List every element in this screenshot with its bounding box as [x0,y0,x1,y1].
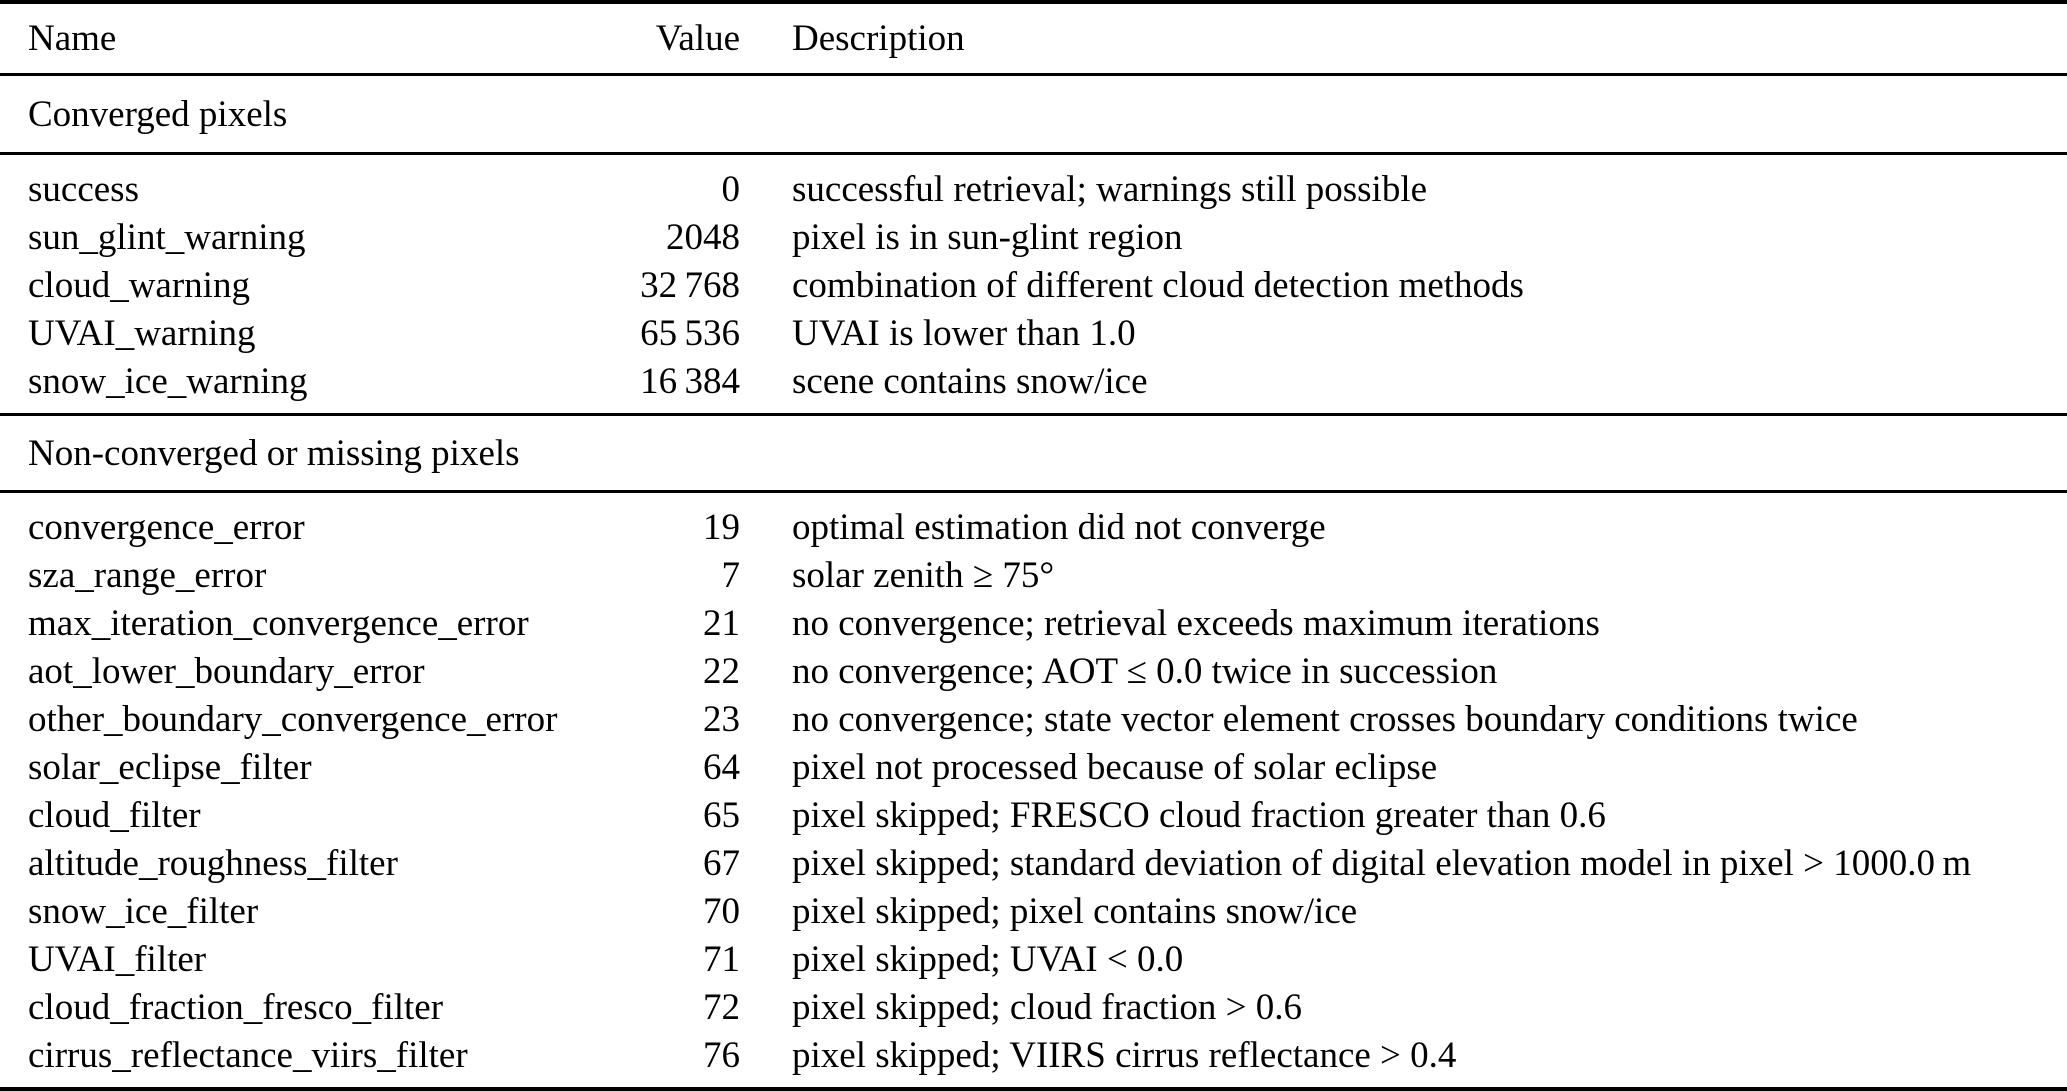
table-row: sza_range_error 7 solar zenith ≥ 75° [0,551,2067,599]
flag-description: combination of different cloud detection… [792,264,1524,306]
flag-name: success [28,168,139,210]
table-row: cirrus_reflectance_viirs_filter 76 pixel… [0,1031,2067,1079]
table-row: cloud_filter 65 pixel skipped; FRESCO cl… [0,791,2067,839]
table-row: snow_ice_warning 16 384 scene contains s… [0,357,2067,405]
table-row: success 0 successful retrieval; warnings… [0,165,2067,213]
column-header-description: Description [792,18,965,59]
table-top-rule [0,0,2067,4]
table-row: aot_lower_boundary_error 22 no convergen… [0,647,2067,695]
flag-description: no convergence; state vector element cro… [792,698,1858,740]
column-header-name: Name [28,18,117,59]
flag-name: cloud_warning [28,264,250,306]
flag-name: cirrus_reflectance_viirs_filter [28,1034,468,1076]
flag-name: other_boundary_convergence_error [28,698,558,740]
table-row: UVAI_filter 71 pixel skipped; UVAI < 0.0 [0,935,2067,983]
flag-name: snow_ice_filter [28,890,259,932]
table-row: cloud_fraction_fresco_filter 72 pixel sk… [0,983,2067,1031]
flag-description: no convergence; retrieval exceeds maximu… [792,602,1600,644]
flag-value: 65 [703,794,740,836]
table-header-row: Name Value Description [0,4,2067,73]
flag-value: 71 [703,938,740,980]
flag-value: 65 536 [640,312,740,354]
flag-description: solar zenith ≥ 75° [792,554,1055,596]
flag-description: pixel skipped; cloud fraction > 0.6 [792,986,1302,1028]
flag-description: pixel is in sun-glint region [792,216,1183,258]
flag-value: 64 [703,746,740,788]
flag-value: 7 [721,554,741,596]
flag-value: 72 [703,986,740,1028]
table-row: other_boundary_convergence_error 23 no c… [0,695,2067,743]
flag-value: 70 [703,890,740,932]
table-row: altitude_roughness_filter 67 pixel skipp… [0,839,2067,887]
table-bottom-rule [0,1087,2067,1091]
flag-name: max_iteration_convergence_error [28,602,529,644]
section-rule [0,413,2067,416]
table-row: solar_eclipse_filter 64 pixel not proces… [0,743,2067,791]
flag-description: pixel skipped; VIIRS cirrus reflectance … [792,1034,1457,1076]
flag-description: pixel skipped; FRESCO cloud fraction gre… [792,794,1606,836]
section-title: Non-converged or missing pixels [28,432,520,474]
flag-name: altitude_roughness_filter [28,842,398,884]
flag-name: solar_eclipse_filter [28,746,312,788]
flag-description: no convergence; AOT ≤ 0.0 twice in succe… [792,650,1498,692]
section-rule [0,490,2067,493]
column-header-value: Value [655,18,740,59]
flag-name: cloud_filter [28,794,201,836]
flag-description: pixel skipped; standard deviation of dig… [792,842,1972,884]
table-row: convergence_error 19 optimal estimation … [0,503,2067,551]
table-row: snow_ice_filter 70 pixel skipped; pixel … [0,887,2067,935]
converged-rows-group: success 0 successful retrieval; warnings… [0,155,2067,413]
flag-description: successful retrieval; warnings still pos… [792,168,1428,210]
nonconverged-rows-group: convergence_error 19 optimal estimation … [0,493,2067,1087]
flag-description: pixel not processed because of solar ecl… [792,746,1438,788]
section-row-converged: Converged pixels [0,76,2067,152]
flag-name: cloud_fraction_fresco_filter [28,986,444,1028]
section-rule [0,152,2067,155]
flag-value: 22 [703,650,740,692]
flag-value: 21 [703,602,740,644]
flag-value: 19 [703,506,740,548]
flag-description: UVAI is lower than 1.0 [792,312,1136,354]
flag-name: sun_glint_warning [28,216,306,258]
table-row: sun_glint_warning 2048 pixel is in sun-g… [0,213,2067,261]
flag-value: 67 [703,842,740,884]
flag-description: pixel skipped; UVAI < 0.0 [792,938,1184,980]
section-title: Converged pixels [28,93,288,135]
flag-description: pixel skipped; pixel contains snow/ice [792,890,1358,932]
flag-name: snow_ice_warning [28,360,308,402]
flag-value: 16 384 [640,360,740,402]
flag-value: 23 [703,698,740,740]
section-row-nonconverged: Non-converged or missing pixels [0,416,2067,490]
table-row: cloud_warning 32 768 combination of diff… [0,261,2067,309]
flag-name: UVAI_filter [28,938,207,980]
flag-name: UVAI_warning [28,312,256,354]
flag-description: scene contains snow/ice [792,360,1148,402]
flag-value: 2048 [666,216,740,258]
flag-name: aot_lower_boundary_error [28,650,425,692]
flag-name: convergence_error [28,506,305,548]
flag-value: 76 [703,1034,740,1076]
flag-description: optimal estimation did not converge [792,506,1326,548]
table-row: max_iteration_convergence_error 21 no co… [0,599,2067,647]
flag-value: 0 [721,168,741,210]
flag-value: 32 768 [640,264,740,306]
table-row: UVAI_warning 65 536 UVAI is lower than 1… [0,309,2067,357]
header-bottom-rule [0,73,2067,76]
flag-name: sza_range_error [28,554,267,596]
